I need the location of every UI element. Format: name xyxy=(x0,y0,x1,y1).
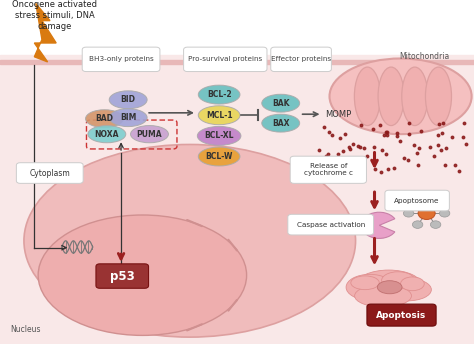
Text: BH3-only proteins: BH3-only proteins xyxy=(89,56,154,62)
Text: BIM: BIM xyxy=(120,113,137,122)
Circle shape xyxy=(430,198,441,206)
FancyBboxPatch shape xyxy=(367,304,436,326)
Ellipse shape xyxy=(355,67,381,126)
Ellipse shape xyxy=(355,285,411,307)
Ellipse shape xyxy=(329,58,472,134)
Ellipse shape xyxy=(356,270,422,301)
Text: BCL-XL: BCL-XL xyxy=(204,131,234,140)
Circle shape xyxy=(412,221,423,228)
Circle shape xyxy=(418,207,435,219)
Text: MOMP: MOMP xyxy=(325,110,351,119)
Ellipse shape xyxy=(351,276,379,290)
Text: BCL-W: BCL-W xyxy=(205,152,233,161)
Text: BAK: BAK xyxy=(272,99,290,108)
Ellipse shape xyxy=(377,281,402,294)
Ellipse shape xyxy=(88,126,126,143)
Circle shape xyxy=(412,198,423,206)
Circle shape xyxy=(430,221,441,228)
Text: Mitochondria: Mitochondria xyxy=(399,52,449,61)
Ellipse shape xyxy=(109,91,147,109)
Ellipse shape xyxy=(197,127,241,146)
Ellipse shape xyxy=(198,147,240,166)
Bar xyxy=(0,60,474,64)
Text: PUMA: PUMA xyxy=(137,130,162,139)
Text: Oncogene activated
stress stimuli, DNA
damage: Oncogene activated stress stimuli, DNA d… xyxy=(12,0,97,31)
Ellipse shape xyxy=(109,109,147,127)
Polygon shape xyxy=(34,3,56,62)
FancyBboxPatch shape xyxy=(183,47,267,72)
Ellipse shape xyxy=(38,215,246,335)
Ellipse shape xyxy=(401,277,424,291)
Ellipse shape xyxy=(198,85,240,104)
Bar xyxy=(0,55,474,344)
Ellipse shape xyxy=(378,67,404,126)
Bar xyxy=(0,0,474,62)
Text: Apoptosis: Apoptosis xyxy=(376,311,427,320)
Circle shape xyxy=(403,209,414,217)
Text: NOXA: NOXA xyxy=(95,130,119,139)
FancyBboxPatch shape xyxy=(82,47,160,72)
Text: Release of
cytochrome c: Release of cytochrome c xyxy=(304,163,353,176)
Text: Effector proteins: Effector proteins xyxy=(271,56,331,62)
FancyBboxPatch shape xyxy=(271,47,331,72)
Text: Cytoplasm: Cytoplasm xyxy=(29,169,70,178)
Ellipse shape xyxy=(198,106,240,125)
Text: BAX: BAX xyxy=(272,119,290,128)
Ellipse shape xyxy=(262,114,300,132)
Circle shape xyxy=(439,209,450,217)
FancyBboxPatch shape xyxy=(385,190,449,211)
Text: BCL-2: BCL-2 xyxy=(207,90,231,99)
Ellipse shape xyxy=(262,94,300,112)
Ellipse shape xyxy=(426,67,452,126)
Ellipse shape xyxy=(402,67,428,126)
Text: BAD: BAD xyxy=(95,114,113,123)
Ellipse shape xyxy=(130,126,168,143)
FancyBboxPatch shape xyxy=(288,214,374,235)
Text: p53: p53 xyxy=(110,270,135,282)
Text: Pro-survival proteins: Pro-survival proteins xyxy=(188,56,263,62)
Text: Nucleus: Nucleus xyxy=(11,325,41,334)
Ellipse shape xyxy=(85,110,123,128)
Ellipse shape xyxy=(384,279,431,301)
FancyBboxPatch shape xyxy=(96,264,148,288)
FancyBboxPatch shape xyxy=(290,156,366,183)
Ellipse shape xyxy=(382,272,415,289)
Ellipse shape xyxy=(24,144,355,337)
FancyBboxPatch shape xyxy=(17,163,83,183)
Text: Apoptosome: Apoptosome xyxy=(394,197,440,204)
Text: BID: BID xyxy=(121,95,136,104)
Text: MCL-1: MCL-1 xyxy=(206,111,232,120)
Text: Caspase activation: Caspase activation xyxy=(297,222,365,228)
Wedge shape xyxy=(361,212,395,238)
Ellipse shape xyxy=(346,275,393,300)
